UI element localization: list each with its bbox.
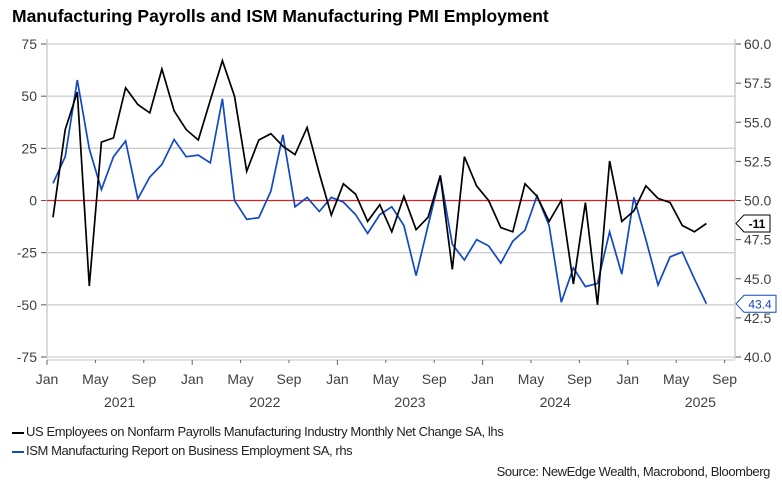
x-tick-label: May	[227, 371, 253, 387]
x-tick-label: Jan	[617, 371, 640, 387]
right-tick-label: 57.5	[744, 75, 771, 91]
payrolls-end-label: -11	[749, 217, 766, 231]
x-tick-label: Jan	[326, 371, 349, 387]
right-tick-label: 45.0	[744, 271, 771, 287]
x-tick-label: May	[82, 371, 108, 387]
left-tick-label: 25	[21, 140, 37, 156]
x-tick-label: May	[518, 371, 544, 387]
right-tick-label: 52.5	[744, 153, 771, 169]
chart-title: Manufacturing Payrolls and ISM Manufactu…	[12, 6, 549, 26]
x-tick-label: Sep	[277, 371, 302, 387]
legend-swatch-ism	[12, 450, 24, 453]
right-tick-label: 55.0	[744, 114, 771, 130]
ism-employment-line	[52, 79, 708, 305]
x-tick-label: Jan	[471, 371, 494, 387]
right-tick-label: 47.5	[744, 232, 771, 248]
x-tick-label: Jan	[36, 371, 59, 387]
left-tick-label: -75	[17, 349, 37, 365]
left-tick-label: -25	[17, 245, 37, 261]
x-tick-label: May	[663, 371, 689, 387]
x-tick-label: Sep	[131, 371, 156, 387]
x-tick-label: May	[373, 371, 399, 387]
x-year-label: 2022	[249, 394, 280, 410]
legend-label-payrolls: US Employees on Nonfarm Payrolls Manufac…	[26, 424, 504, 439]
source-note: Source: NewEdge Wealth, Macrobond, Bloom…	[496, 464, 771, 479]
legend-label-ism: ISM Manufacturing Report on Business Emp…	[26, 443, 353, 458]
right-tick-label: 50.0	[744, 193, 771, 209]
x-year-label: 2021	[104, 394, 135, 410]
left-tick-label: -50	[17, 297, 37, 313]
legend-swatch-payrolls	[12, 431, 24, 434]
payrolls-line	[52, 57, 707, 305]
ism-end-label: 43.4	[748, 297, 772, 311]
x-year-label: 2025	[685, 394, 716, 410]
x-tick-label: Sep	[712, 371, 737, 387]
left-tick-label: 75	[21, 36, 37, 52]
x-tick-label: Jan	[181, 371, 204, 387]
legend-item-ism: ISM Manufacturing Report on Business Emp…	[12, 443, 353, 458]
x-year-label: 2024	[540, 394, 571, 410]
right-tick-label: 60.0	[744, 36, 771, 52]
left-tick-label: 0	[29, 193, 37, 209]
legend-item-payrolls: US Employees on Nonfarm Payrolls Manufac…	[12, 424, 504, 439]
x-tick-label: Sep	[422, 371, 447, 387]
left-tick-label: 50	[21, 88, 37, 104]
x-tick-label: Sep	[567, 371, 592, 387]
payrolls-end-label-box	[735, 214, 771, 233]
right-tick-label: 42.5	[744, 310, 771, 326]
ism-end-label-box	[735, 294, 777, 313]
right-tick-label: 40.0	[744, 349, 771, 365]
x-year-label: 2023	[394, 394, 425, 410]
